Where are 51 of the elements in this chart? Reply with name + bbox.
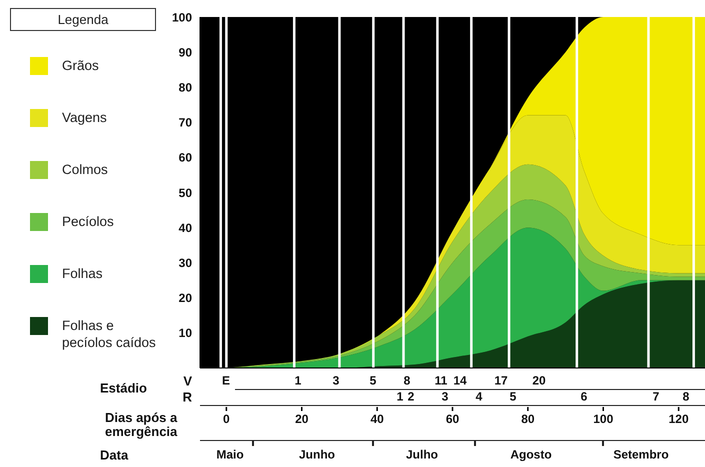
y-tick-label: 40 — [178, 220, 192, 235]
text: 20 — [532, 374, 546, 388]
text: 8 — [404, 374, 410, 388]
text: 8 — [682, 390, 690, 404]
text: 5 — [370, 374, 376, 388]
text: Julho — [406, 448, 438, 462]
text: 3 — [442, 390, 448, 404]
text: 6 — [580, 390, 588, 404]
text: 4 — [476, 390, 482, 404]
y-tick-label: 90 — [178, 45, 192, 60]
x-tick-label: 40 — [370, 412, 384, 426]
x-tick-label: 60 — [446, 412, 460, 426]
legend-label: Colmos — [62, 161, 109, 178]
y-tick-label: 100 — [172, 10, 192, 24]
text: Estádio — [100, 380, 147, 396]
text: Junho — [299, 448, 335, 462]
text: Setembro — [613, 448, 669, 462]
text: V — [183, 374, 192, 388]
text: 11 — [434, 374, 448, 388]
text: 3 — [332, 374, 340, 388]
text: Data — [100, 448, 128, 462]
text: 5 — [510, 390, 516, 404]
legend-label: Vagens — [62, 109, 108, 126]
legend-label: Folhas — [62, 265, 104, 282]
legend-label: Folhas e pecíolos caídos — [62, 317, 157, 351]
text: R — [182, 390, 192, 404]
text: 1 — [294, 374, 302, 388]
y-tick-label: 10 — [178, 326, 192, 340]
x-tick-label: 100 — [593, 412, 614, 426]
x-tick-label: 80 — [521, 412, 535, 426]
y-tick-label: 50 — [178, 186, 192, 200]
legend-label: Grãos — [62, 57, 100, 74]
text: Agosto — [510, 448, 552, 462]
text: 1 — [396, 390, 404, 404]
text: E — [222, 374, 230, 388]
text: Maio — [216, 448, 244, 462]
text: 14 — [453, 374, 467, 388]
y-tick-label: 30 — [178, 256, 192, 270]
text: 17 — [494, 374, 508, 388]
x-tick-label: 20 — [295, 412, 309, 426]
legend-label: Pecíolos — [62, 213, 115, 230]
y-tick-label: 60 — [178, 150, 192, 165]
x-tick-label: 120 — [668, 412, 689, 426]
text: 7 — [652, 390, 660, 404]
y-tick-label: 20 — [178, 291, 192, 306]
text: 2 — [408, 390, 414, 404]
x-axis-title: Dias após a emergência — [105, 410, 178, 439]
legend-title: Legenda — [10, 8, 156, 31]
x-tick-label: 0 — [223, 412, 230, 426]
y-tick-label: 80 — [178, 80, 192, 94]
y-tick-label: 70 — [178, 116, 192, 130]
